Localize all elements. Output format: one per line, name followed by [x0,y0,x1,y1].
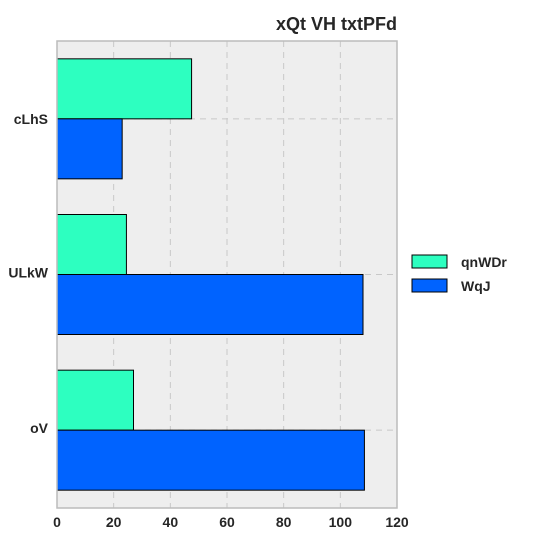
bar-qnWDr-ULkW [56,214,127,275]
x-tick-label: 0 [53,514,61,530]
bars [56,58,365,491]
x-tick-label: 120 [385,514,409,530]
chart-title: xQt VH txtPFd [276,14,397,34]
x-tick-label: 40 [163,514,179,530]
x-tick-labels: 0 20 40 60 80 100 120 [53,514,409,530]
bar-WqJ-cLhS [56,118,123,180]
bar-WqJ-ULkW [56,274,364,335]
legend-swatch-WqJ [411,278,448,293]
legend-label: qnWDr [461,254,507,270]
x-tick-label: 80 [276,514,292,530]
bar-qnWDr-cLhS [56,58,193,120]
bar-WqJ-oV [56,429,365,491]
legend-label: WqJ [461,278,491,294]
legend-swatch-qnWDr [411,254,448,269]
y-tick-labels: cLhS ULkW oV [8,111,48,436]
x-tick-label: 20 [106,514,122,530]
x-tick-label: 60 [219,514,235,530]
y-tick-label: oV [30,420,49,436]
y-tick-label: cLhS [14,111,48,127]
y-tick-label: ULkW [8,265,48,281]
x-tick-label: 100 [329,514,353,530]
bar-qnWDr-oV [56,369,134,431]
plot-frame [56,40,398,509]
legend: qnWDr WqJ [411,254,507,294]
